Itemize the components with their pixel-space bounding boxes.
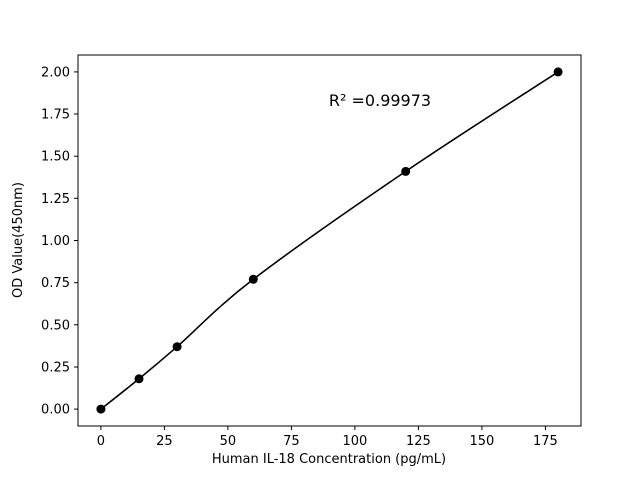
x-tick-label: 0 [97, 434, 105, 449]
x-tick-label: 25 [156, 434, 173, 449]
plot-area-border [77, 54, 582, 427]
x-tick-label: 175 [533, 434, 558, 449]
data-point-marker [172, 342, 182, 352]
x-tick-label: 75 [283, 434, 300, 449]
x-tick-label: 125 [406, 434, 431, 449]
data-point-marker [553, 67, 563, 77]
x-tick-label: 100 [342, 434, 367, 449]
x-tick-label: 150 [469, 434, 494, 449]
x-axis-label: Human IL-18 Concentration (pg/mL) [212, 452, 446, 467]
y-tick-label: 0.50 [41, 318, 70, 333]
data-point-marker [96, 404, 106, 414]
fit-curve [100, 71, 559, 410]
y-axis-label: OD Value(450nm) [11, 182, 26, 298]
y-tick-label: 1.50 [41, 150, 70, 165]
y-tick-label: 1.00 [41, 234, 70, 249]
y-tick-label: 1.75 [41, 108, 70, 123]
x-tick-label: 50 [220, 434, 237, 449]
plot-area: 0 25 50 75 100 125 150 175 0.00 0.25 0.50 0.75 1.00 1… [41, 54, 582, 449]
y-tick-label: 0.25 [41, 361, 70, 376]
data-point-marker [248, 274, 258, 284]
data-point-marker [401, 166, 411, 176]
r-squared-annotation: R² =0.99973 [329, 91, 431, 110]
y-tick-label: 2.00 [41, 65, 70, 80]
y-tick-label: 1.25 [41, 192, 70, 207]
y-tick-label: 0.00 [41, 403, 70, 418]
y-tick-label: 0.75 [41, 276, 70, 291]
data-point-marker [134, 374, 144, 384]
